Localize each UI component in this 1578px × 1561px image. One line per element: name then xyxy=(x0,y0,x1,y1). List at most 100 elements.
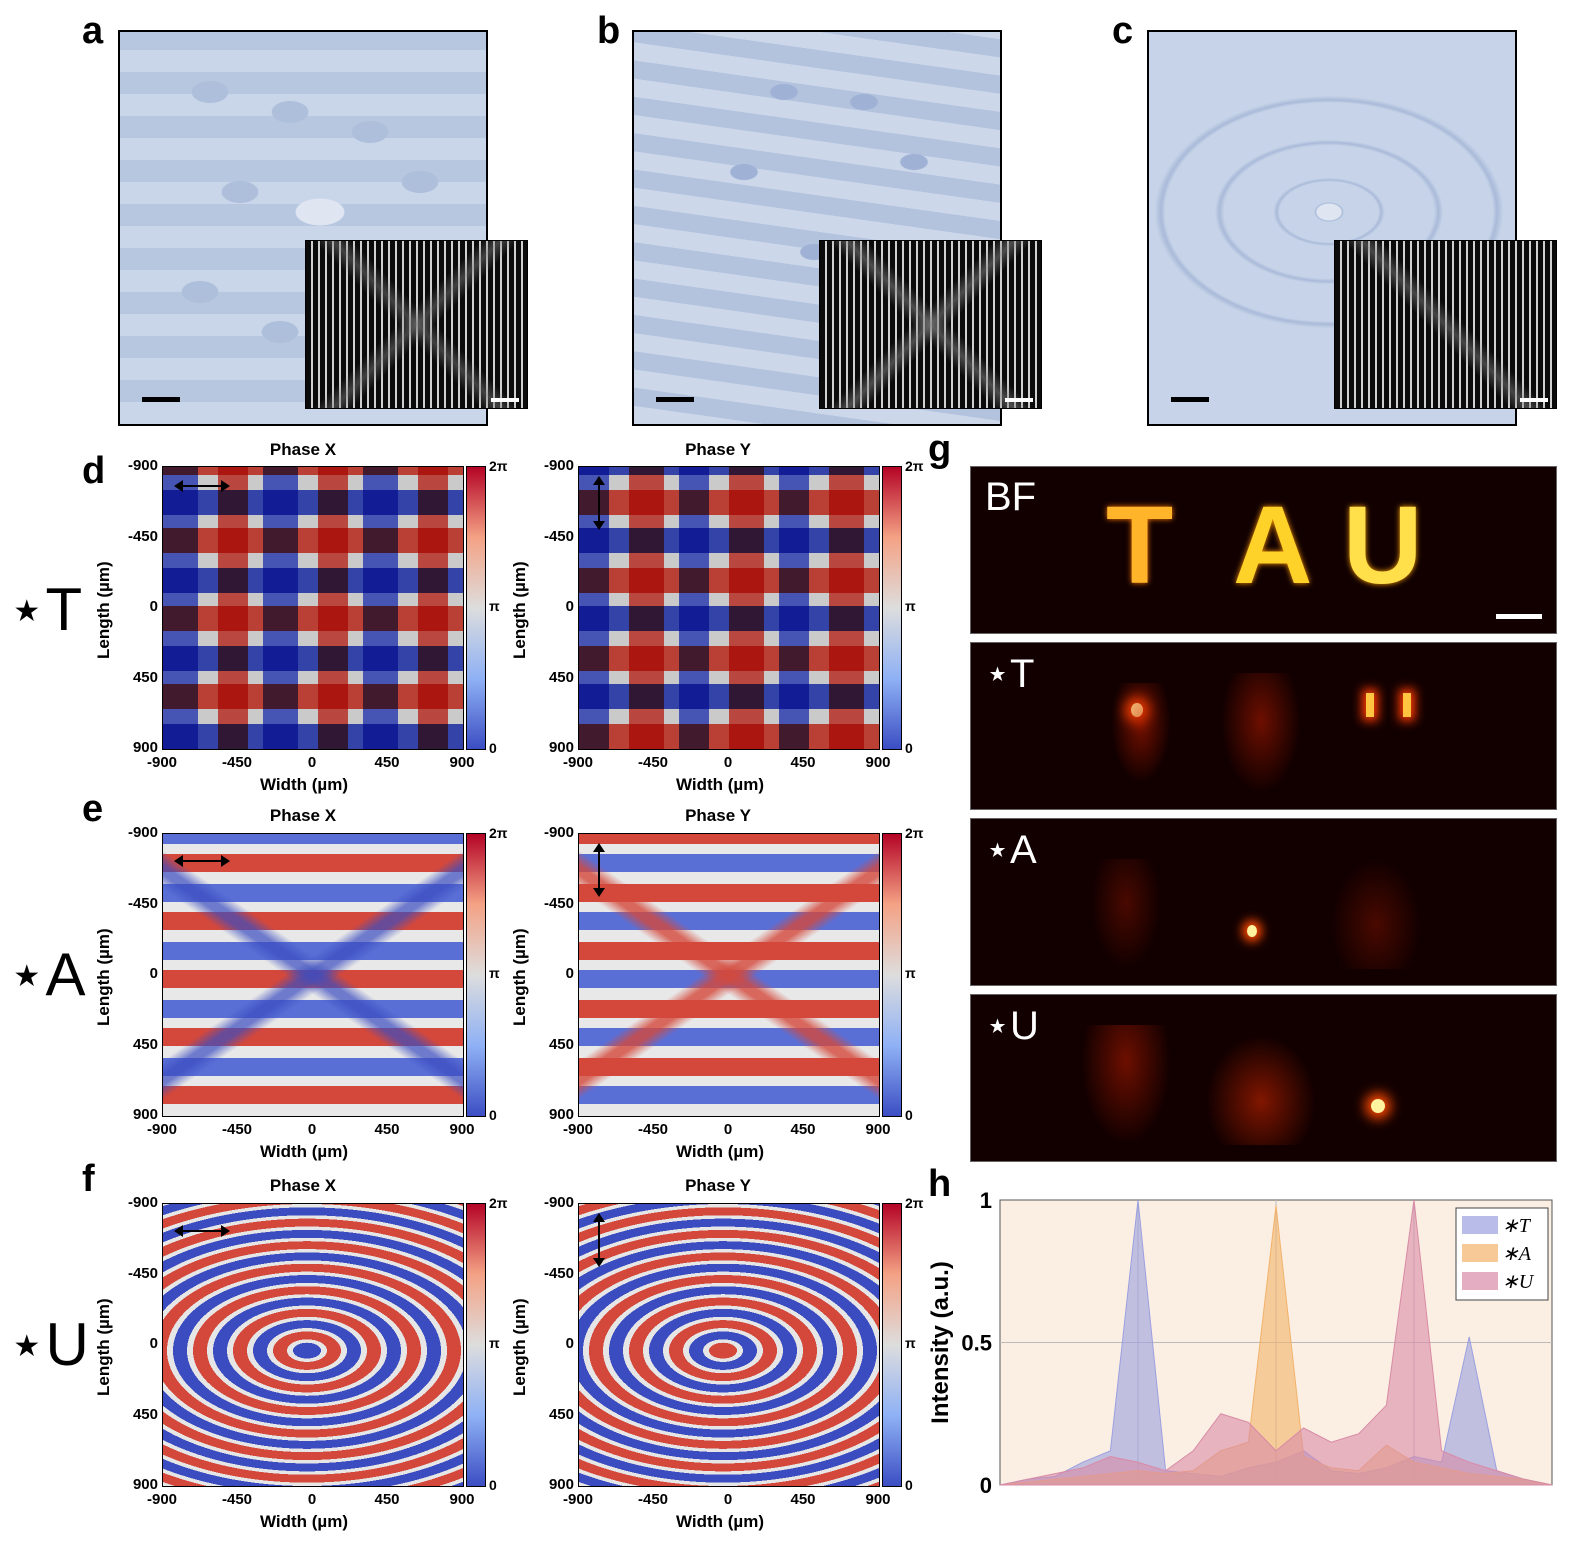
x-tick-label: -900 xyxy=(146,1121,178,1138)
y-tick-label: -900 xyxy=(543,457,574,474)
y-axis-label: Length (µm) xyxy=(510,928,529,1026)
y-axis-label: Length (µm) xyxy=(94,561,113,659)
x-tick-label: 450 xyxy=(790,1121,816,1138)
y-tick-label: -900 xyxy=(543,824,574,841)
focus-image-U: ⋆U xyxy=(970,994,1557,1162)
focus-image-A: ⋆A xyxy=(970,818,1557,986)
cbar-tick-2pi: 2π xyxy=(905,1195,924,1211)
colorbar-f-x xyxy=(466,1203,486,1487)
x-tick-label: 450 xyxy=(790,1491,816,1508)
x-axis-label: Width (µm) xyxy=(676,1512,765,1531)
phase-x-title-d: Phase X xyxy=(269,440,337,459)
bright-field-image: BF T A U xyxy=(970,466,1557,634)
legend-label: ∗A xyxy=(1502,1243,1532,1265)
scale-bar-g xyxy=(1496,614,1542,619)
panel-label-a: a xyxy=(82,10,104,52)
y-tick-label: -450 xyxy=(543,894,574,912)
cbar-tick-pi: π xyxy=(905,965,916,981)
y-tick-label: -450 xyxy=(127,527,158,545)
x-axis-label: Width (µm) xyxy=(676,1142,765,1161)
y-tick-label: 0 xyxy=(565,965,574,982)
x-tick-label: 900 xyxy=(449,754,475,771)
x-tick-label: 900 xyxy=(449,1491,475,1508)
x-tick-label: -450 xyxy=(637,754,669,771)
y-tick-label: -450 xyxy=(127,894,158,912)
cbar-tick-pi: π xyxy=(489,1335,500,1351)
focus-label-T: ⋆T xyxy=(985,652,1035,696)
phase-map-y-d xyxy=(578,466,880,750)
bf-label: BF xyxy=(985,475,1037,519)
panel-label-c: c xyxy=(1112,10,1134,52)
cbar-tick-pi: π xyxy=(489,965,500,981)
y-tick-label: 900 xyxy=(132,739,158,756)
legend-swatch xyxy=(1462,1244,1498,1262)
y-axis-label: Length (µm) xyxy=(94,1298,113,1396)
phase-map-x-f xyxy=(162,1203,464,1487)
y-tick-label: 450 xyxy=(132,1035,158,1053)
focus-label-U: ⋆U xyxy=(985,1004,1039,1048)
phase-map-x-d xyxy=(162,466,464,750)
cbar-tick-pi: π xyxy=(489,598,500,614)
phase-y-title-d: Phase Y xyxy=(685,440,751,459)
cbar-tick-pi: π xyxy=(905,1335,916,1351)
cbar-tick-2pi: 2π xyxy=(489,825,508,841)
cbar-tick-0: 0 xyxy=(489,1107,497,1123)
x-tick-label: 450 xyxy=(790,754,816,771)
y-axis-label: Length (µm) xyxy=(510,561,529,659)
y-tick-label: -450 xyxy=(127,1264,158,1282)
y-tick-label: 0 xyxy=(565,598,574,615)
colorbar-d-y xyxy=(882,466,902,750)
x-tick-label: 900 xyxy=(865,1121,891,1138)
y-tick-label: 450 xyxy=(548,1405,574,1423)
y-axis-label: Length (µm) xyxy=(510,1298,529,1396)
focus-image-T: ⋆T xyxy=(970,642,1557,810)
phase-x-title-f: Phase X xyxy=(269,1176,337,1195)
cbar-tick-0: 0 xyxy=(905,740,913,756)
x-tick-label: 450 xyxy=(374,754,400,771)
x-tick-label: -900 xyxy=(562,1491,594,1508)
phase-y-title-e: Phase Y xyxy=(685,806,751,825)
legend-swatch xyxy=(1462,1272,1498,1290)
x-tick-label: -450 xyxy=(221,754,253,771)
x-tick-label: 450 xyxy=(374,1121,400,1138)
legend-label: ∗T xyxy=(1502,1215,1532,1237)
x-tick-label: 0 xyxy=(307,754,317,771)
x-tick-label: -900 xyxy=(146,754,178,771)
x-tick-label: -450 xyxy=(221,1491,253,1508)
polarization-arrow-horizontal xyxy=(174,480,230,492)
x-tick-label: 0 xyxy=(723,754,733,771)
x-tick-label: 900 xyxy=(449,1121,475,1138)
y-tick-label: 450 xyxy=(548,1035,574,1053)
y-tick-label: 900 xyxy=(132,1106,158,1123)
y-tick-label: 0 xyxy=(149,965,158,982)
y-tick-label: 900 xyxy=(548,1106,574,1123)
legend-swatch xyxy=(1462,1216,1498,1234)
panel-label-f: f xyxy=(82,1158,95,1200)
cbar-tick-2pi: 2π xyxy=(905,458,924,474)
cbar-tick-pi: π xyxy=(905,598,916,614)
cbar-tick-0: 0 xyxy=(489,740,497,756)
phase-x-title-e: Phase X xyxy=(269,806,337,825)
y-tick-label: -450 xyxy=(543,527,574,545)
x-tick-label: -900 xyxy=(562,1121,594,1138)
y-tick-label: 450 xyxy=(132,1405,158,1423)
colorbar-f-y xyxy=(882,1203,902,1487)
scale-bar-c xyxy=(1171,397,1209,402)
panel-label-h: h xyxy=(928,1163,952,1205)
polarization-arrow-vertical xyxy=(593,1213,605,1267)
scale-bar-b xyxy=(656,397,694,402)
intensity-chart: 0 0.5 1 Intensity (a.u.) ∗T ∗A ∗U xyxy=(927,1188,1553,1498)
y-tick-label: 0.5 xyxy=(961,1331,992,1356)
panel-label-e: e xyxy=(82,788,104,830)
x-tick-label: 0 xyxy=(307,1121,317,1138)
polarization-arrow-vertical xyxy=(593,843,605,897)
panel-label-d: d xyxy=(82,450,106,492)
x-axis-label: Width (µm) xyxy=(260,775,349,794)
panel-label-b: b xyxy=(597,10,621,52)
row-label-A: ⋆A xyxy=(8,941,86,1008)
colorbar-e-y xyxy=(882,833,902,1117)
y-tick-label: -900 xyxy=(127,1194,158,1211)
y-tick-label: 900 xyxy=(132,1476,158,1493)
x-tick-label: 0 xyxy=(723,1491,733,1508)
y-tick-label: -450 xyxy=(543,1264,574,1282)
